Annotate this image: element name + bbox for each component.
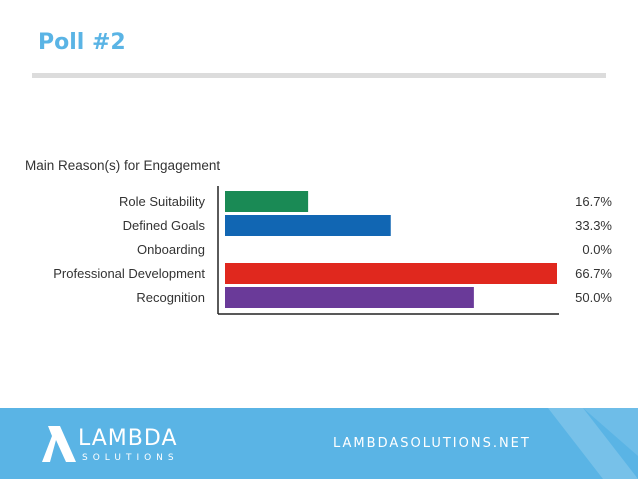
value-label: 66.7% [575, 266, 612, 281]
brand-subtitle: SOLUTIONS [82, 453, 179, 463]
category-label: Defined Goals [123, 218, 206, 233]
footer-watermark-icon [548, 408, 638, 479]
category-label: Role Suitability [119, 194, 205, 209]
bar-chart: Main Reason(s) for Engagement Role Suita… [25, 158, 612, 315]
value-label: 0.0% [582, 242, 612, 257]
brand-logo: LAMBDA SOLUTIONS [42, 422, 202, 470]
website-url: LAMBDASOLUTIONS.NET [333, 436, 531, 451]
brand-name: LAMBDA [78, 426, 178, 451]
category-label: Onboarding [137, 242, 205, 257]
bar-defined-goals [225, 215, 391, 236]
category-label: Recognition [136, 290, 205, 305]
chart-title: Main Reason(s) for Engagement [25, 158, 220, 173]
title-divider [32, 73, 606, 78]
value-label: 33.3% [575, 218, 612, 233]
category-label: Professional Development [53, 266, 205, 281]
bar-role-suitability [225, 191, 309, 212]
bar-professional-development [225, 263, 557, 284]
value-label: 16.7% [575, 194, 612, 209]
bar-recognition [225, 287, 474, 308]
slide-title: Poll #2 [38, 30, 126, 55]
footer-bar: LAMBDA SOLUTIONS LAMBDASOLUTIONS.NET [0, 408, 638, 479]
lambda-logo-icon [42, 426, 76, 462]
value-label: 50.0% [575, 290, 612, 305]
